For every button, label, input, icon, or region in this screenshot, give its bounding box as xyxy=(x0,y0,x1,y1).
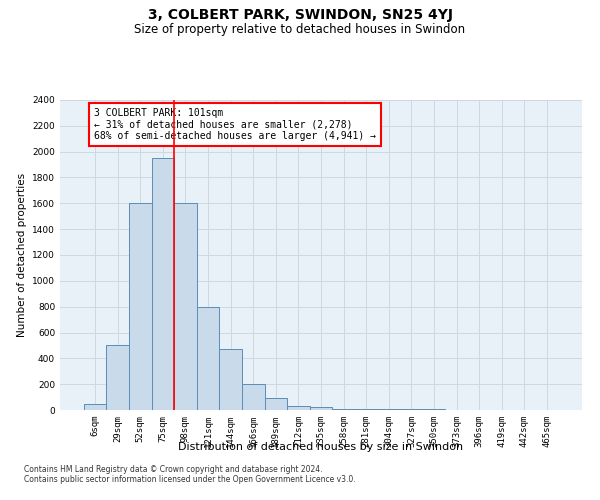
Bar xyxy=(242,384,265,410)
Bar xyxy=(129,204,152,410)
Bar xyxy=(265,398,287,410)
Text: 3, COLBERT PARK, SWINDON, SN25 4YJ: 3, COLBERT PARK, SWINDON, SN25 4YJ xyxy=(148,8,452,22)
Text: Distribution of detached houses by size in Swindon: Distribution of detached houses by size … xyxy=(178,442,464,452)
Bar xyxy=(197,306,220,410)
Text: Size of property relative to detached houses in Swindon: Size of property relative to detached ho… xyxy=(134,22,466,36)
Bar xyxy=(310,408,332,410)
Text: Contains HM Land Registry data © Crown copyright and database right 2024.: Contains HM Land Registry data © Crown c… xyxy=(24,466,323,474)
Bar xyxy=(174,204,197,410)
Bar xyxy=(332,408,355,410)
Text: 3 COLBERT PARK: 101sqm
← 31% of detached houses are smaller (2,278)
68% of semi-: 3 COLBERT PARK: 101sqm ← 31% of detached… xyxy=(94,108,376,141)
Text: Contains public sector information licensed under the Open Government Licence v3: Contains public sector information licen… xyxy=(24,476,356,484)
Bar xyxy=(287,406,310,410)
Bar xyxy=(152,158,174,410)
Y-axis label: Number of detached properties: Number of detached properties xyxy=(17,173,26,337)
Bar xyxy=(84,404,106,410)
Bar xyxy=(220,350,242,410)
Bar xyxy=(106,346,129,410)
